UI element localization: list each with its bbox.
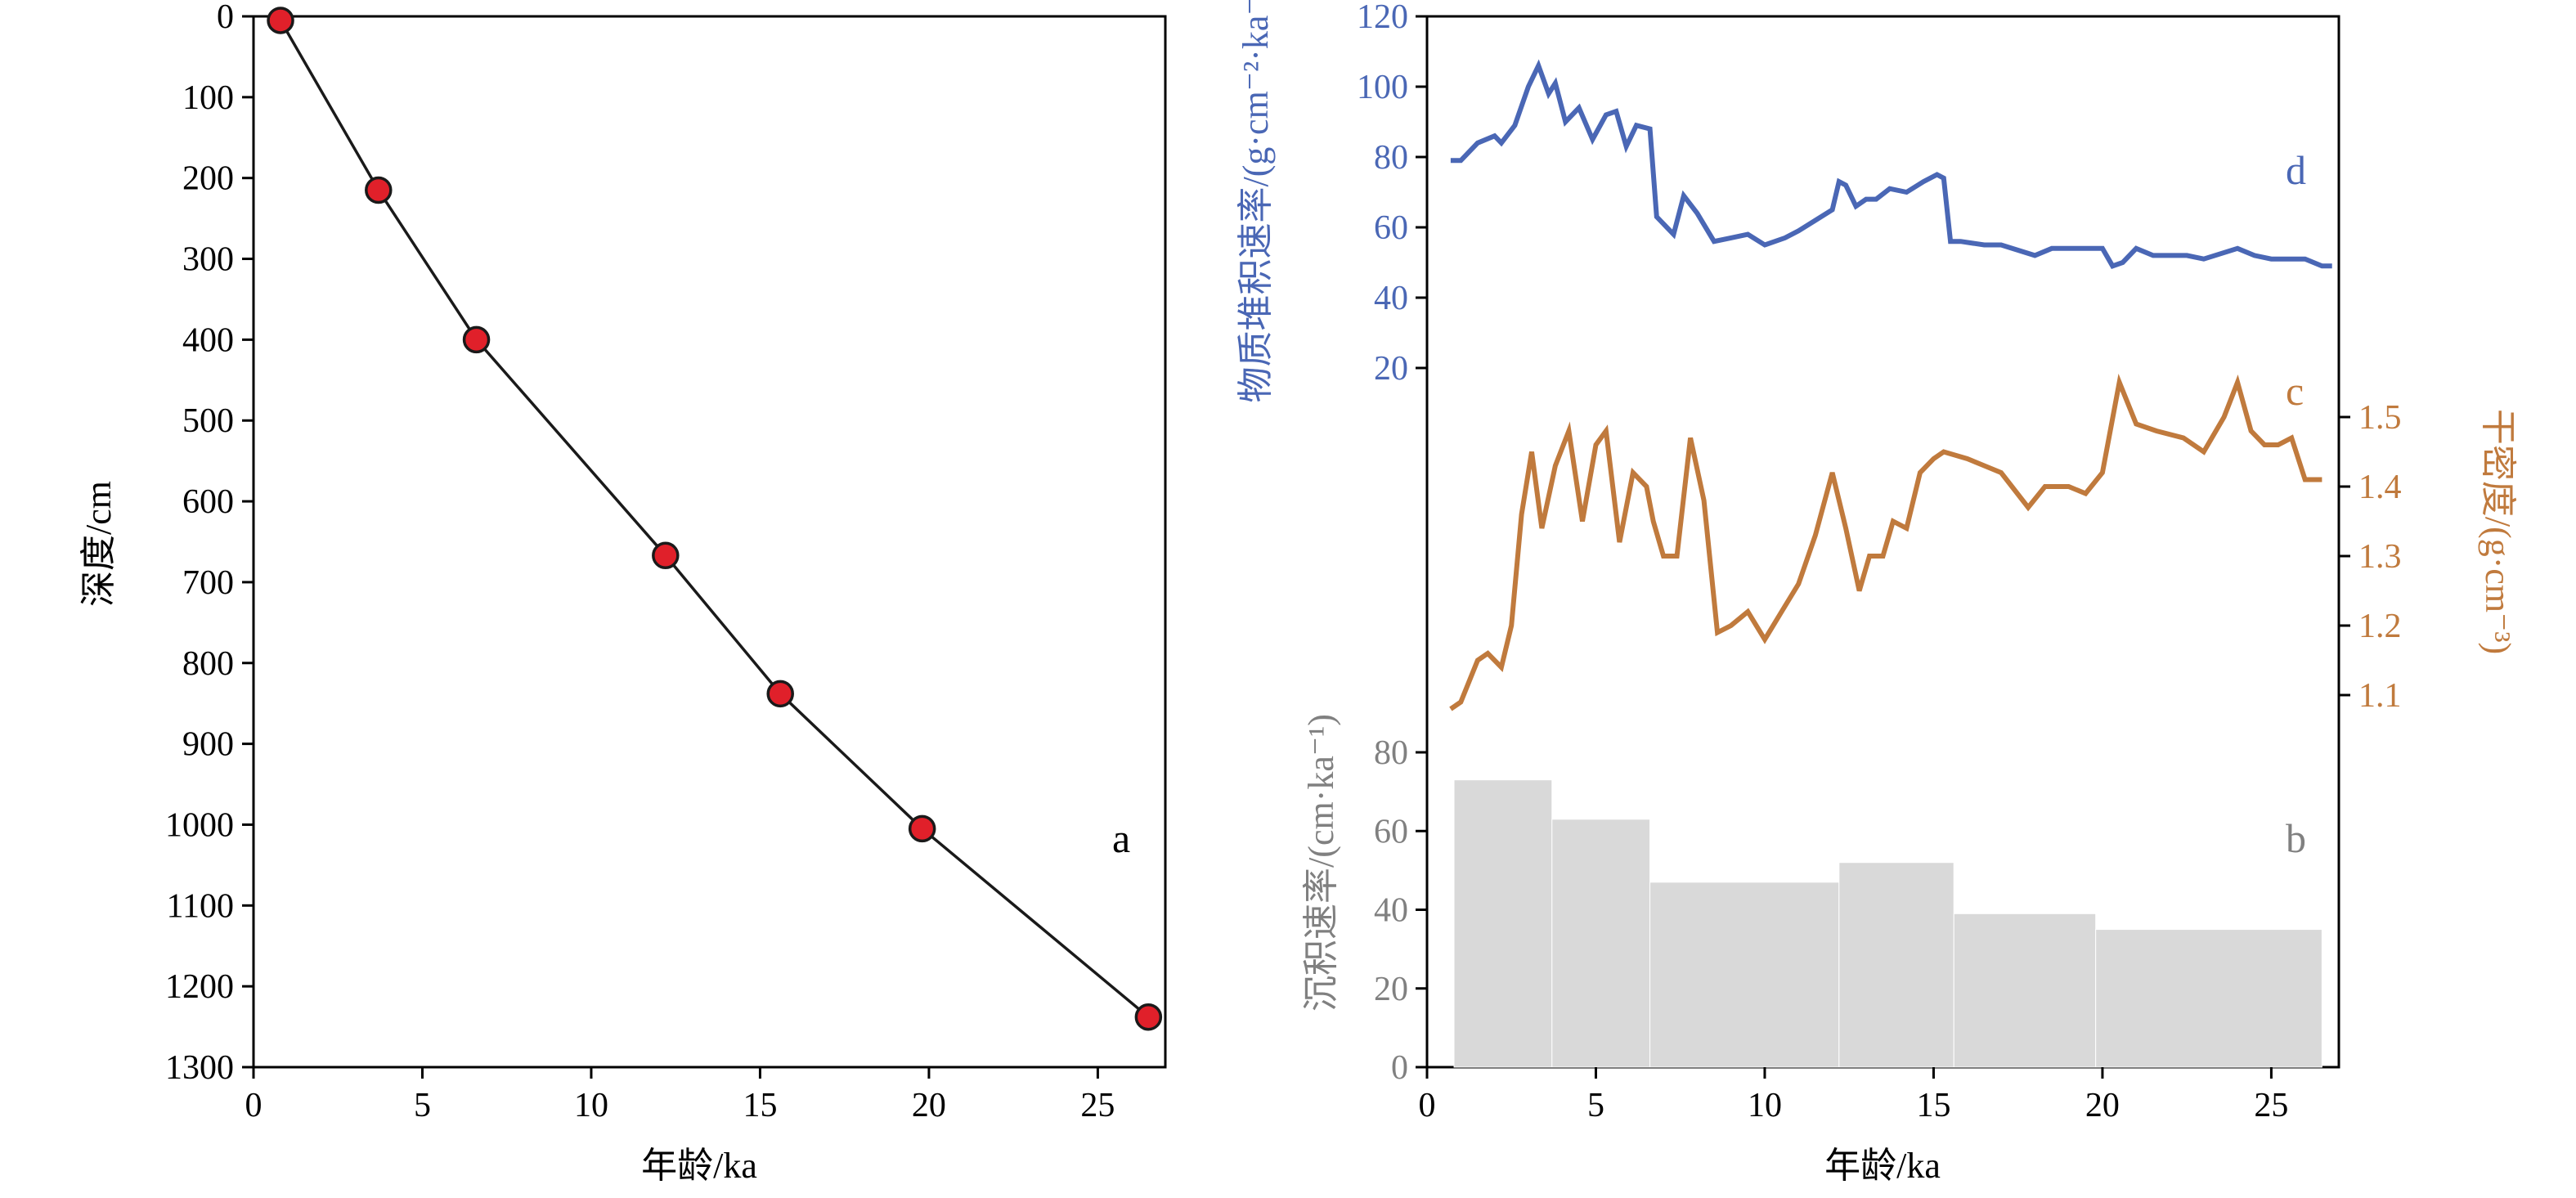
y-tick-label: 20: [1374, 971, 1408, 1008]
panel-right-x-axis-label: 年龄/ka: [1824, 1146, 1941, 1186]
x-tick-label: 25: [1080, 1087, 1115, 1124]
x-tick-label: 0: [1419, 1087, 1436, 1124]
x-tick-label: 15: [1916, 1087, 1950, 1124]
y-tick-label: 800: [182, 645, 234, 683]
y-tick-label: 300: [182, 241, 234, 279]
panel-right: 0 20 40 60 80 0 5 10 15 20 25 b 沉积速率/(cm·ka⁻¹) 20…: [1236, 0, 2518, 1186]
x-tick-label: 0: [245, 1087, 263, 1124]
panel-d-y-ticks: 20 40 60 80 100 120: [1357, 0, 1427, 388]
y-tick-label: 1300: [165, 1049, 234, 1087]
y-tick-label: 120: [1357, 0, 1408, 36]
y-tick-label: 0: [1391, 1049, 1408, 1087]
y-tick-label: 80: [1374, 139, 1408, 177]
panel-right-x-ticks: 0 5 10 15 20 25: [1419, 1067, 2288, 1124]
panel-c-y-axis-label: 干密度/(g·cm⁻³): [2478, 409, 2518, 654]
panel-b-y-axis-label: 沉积速率/(cm·ka⁻¹): [1301, 714, 1341, 1012]
x-tick-label: 10: [574, 1087, 608, 1124]
panel-c-label: c: [2286, 368, 2304, 414]
y-tick-label: 1.2: [2358, 608, 2402, 645]
y-tick-label: 1.4: [2358, 469, 2402, 506]
age-depth-point: [365, 176, 393, 204]
y-tick-label: 600: [182, 483, 234, 521]
y-tick-label: 60: [1374, 209, 1408, 247]
x-tick-label: 5: [1587, 1087, 1604, 1124]
y-tick-label: 700: [182, 564, 234, 602]
sed-rate-bars: [1453, 779, 2322, 1068]
panel-a: 0100200300400500600700800900100011001200…: [79, 0, 1167, 1186]
y-tick-label: 80: [1374, 734, 1408, 772]
y-tick-label: 1200: [165, 968, 234, 1006]
y-tick-label: 400: [182, 321, 234, 359]
x-tick-label: 20: [2085, 1087, 2120, 1124]
y-tick-label: 500: [182, 402, 234, 440]
y-tick-label: 100: [1357, 69, 1408, 106]
x-tick-label: 10: [1748, 1087, 1782, 1124]
sed-rate-bar: [2095, 929, 2322, 1068]
panel-c-y-ticks: 1.1 1.2 1.3 1.4 1.5: [2339, 399, 2402, 715]
y-tick-label: 1000: [165, 806, 234, 844]
x-tick-label: 25: [2254, 1087, 2288, 1124]
age-depth-point: [652, 541, 680, 570]
age-depth-point: [908, 814, 936, 843]
panel-a-y-ticks: 0 100 200 300 400 500 600 700 800 900 1000 1100 1200…: [165, 0, 254, 1087]
age-depth-line: [279, 20, 1150, 1019]
sed-rate-bar: [1838, 862, 1954, 1068]
y-tick-label: 200: [182, 160, 234, 198]
y-tick-label: 40: [1374, 280, 1408, 317]
sed-rate-bar: [1649, 882, 1840, 1068]
y-tick-label: 1.3: [2358, 538, 2402, 576]
y-tick-label: 0: [217, 0, 234, 36]
panel-b-y-ticks: 0 20 40 60 80: [1374, 734, 1427, 1087]
age-depth-point: [267, 7, 294, 34]
x-tick-label: 20: [912, 1087, 946, 1124]
age-depth-point: [1134, 1003, 1163, 1031]
y-tick-label: 900: [182, 726, 234, 764]
panel-a-frame: [252, 15, 1167, 1069]
x-tick-label: 15: [743, 1087, 777, 1124]
age-depth-point: [766, 680, 794, 708]
y-tick-label: 40: [1374, 892, 1408, 930]
panel-a-y-axis-label: 深度/cm: [79, 481, 119, 607]
panel-a-label: a: [1112, 815, 1130, 861]
panel-d-y-axis-label: 物质堆积速率/(g·cm⁻²·ka⁻¹): [1236, 0, 1276, 402]
x-tick-label: 5: [414, 1087, 431, 1124]
y-tick-label: 20: [1374, 350, 1408, 388]
panel-d-label: d: [2286, 147, 2306, 193]
mar-line: [1450, 59, 2332, 269]
density-line: [1449, 373, 2322, 711]
sed-rate-bar: [1953, 913, 2097, 1068]
panel-b-label: b: [2286, 815, 2306, 861]
age-depth-points: [267, 7, 1163, 1031]
y-tick-label: 1.1: [2358, 677, 2402, 715]
y-tick-label: 1100: [167, 887, 234, 925]
y-tick-label: 1.5: [2358, 399, 2402, 437]
sed-rate-bar: [1551, 819, 1651, 1068]
y-tick-label: 60: [1374, 813, 1408, 850]
panel-a-x-axis-label: 年龄/ka: [641, 1146, 757, 1186]
sed-rate-bar: [1453, 779, 1553, 1068]
y-tick-label: 100: [182, 79, 234, 117]
age-depth-point: [462, 325, 491, 354]
panel-a-x-ticks: 0 5 10 15 20 25: [245, 1067, 1115, 1124]
